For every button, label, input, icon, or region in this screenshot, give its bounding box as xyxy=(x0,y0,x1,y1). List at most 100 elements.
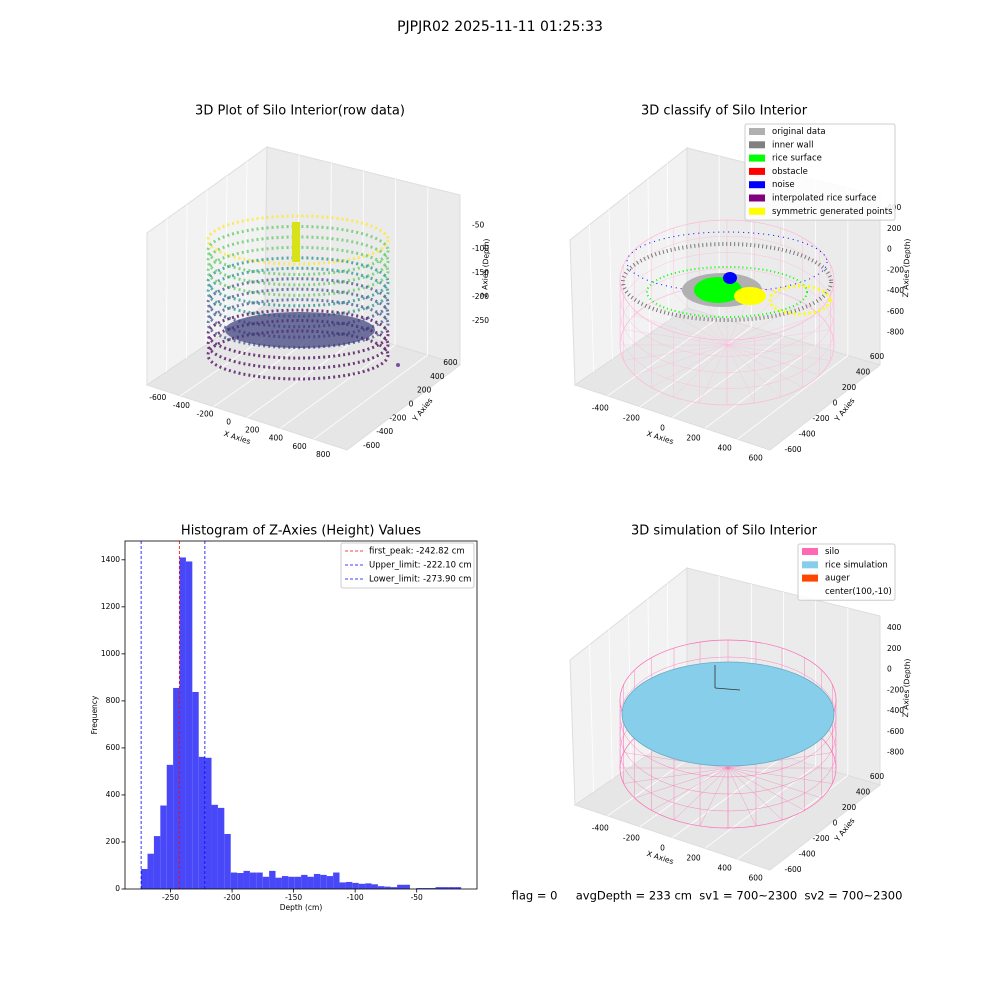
pane-grid xyxy=(639,326,752,407)
y-tick-label: 400 xyxy=(430,372,445,381)
point xyxy=(396,363,400,367)
axis-label: Z Axies (Depth) xyxy=(901,238,912,297)
y-tick-label: -400 xyxy=(798,850,815,859)
point-column xyxy=(292,222,300,262)
x-tick-label: -150 xyxy=(285,893,302,902)
z-tick-label: 0 xyxy=(887,665,892,674)
silo-wire xyxy=(727,767,833,784)
x-tick-label: -600 xyxy=(149,393,166,402)
y-tick-label: 400 xyxy=(856,787,871,796)
silo-wire xyxy=(726,292,781,346)
z-tick-label: -800 xyxy=(887,328,904,337)
x-tick-label: 400 xyxy=(269,434,284,443)
bar xyxy=(422,888,430,889)
bar xyxy=(211,804,218,889)
silo-wire xyxy=(699,767,729,827)
pane-grid xyxy=(628,193,632,347)
legend-swatch xyxy=(749,141,765,149)
pane-grid xyxy=(313,354,428,440)
legend-label: noise xyxy=(772,180,795,190)
silo-ring xyxy=(619,268,835,389)
bar xyxy=(429,888,436,889)
silo-wire xyxy=(634,344,728,376)
y-tick-label: 0 xyxy=(833,399,838,408)
legend-label: Upper_limit: -222.10 cm xyxy=(369,561,472,571)
y-axis-label: Frequency xyxy=(90,695,99,734)
y-tick-label: -600 xyxy=(784,445,801,454)
bar xyxy=(454,887,462,889)
y-tick-label: 1400 xyxy=(101,555,120,564)
z-tick-label: -200 xyxy=(472,292,489,301)
z-tick-label: -50 xyxy=(472,220,484,229)
legend-label: rice simulation xyxy=(825,560,888,570)
histogram: Histogram of Z-Axies (Height) Values -250… xyxy=(90,524,478,912)
legend-swatch xyxy=(749,154,765,162)
x-tick-label: -200 xyxy=(224,893,241,902)
bar xyxy=(441,887,449,889)
z-tick-label: -400 xyxy=(887,286,904,295)
x-tick-label: -400 xyxy=(592,404,609,413)
axis-label: Z Axies (Depth) xyxy=(901,658,912,717)
bar xyxy=(307,876,314,889)
silo-wire xyxy=(651,344,728,388)
bar xyxy=(281,876,289,889)
legend-label: first_peak: -242.82 cm xyxy=(369,547,465,557)
x-tick-label: -400 xyxy=(592,824,609,833)
x-tick-label: 0 xyxy=(660,844,665,853)
bar xyxy=(256,872,263,889)
legend-label: original data xyxy=(772,127,826,137)
point-ring xyxy=(206,266,390,318)
silo-wire xyxy=(651,302,728,346)
x-tick-label: 200 xyxy=(686,854,701,863)
legend-swatch xyxy=(749,194,765,202)
bar xyxy=(397,884,404,889)
z-tick-label: 200 xyxy=(887,224,902,233)
bar xyxy=(224,833,231,889)
silo-ring xyxy=(619,219,835,341)
silo-wire xyxy=(634,314,728,346)
bar xyxy=(230,872,238,889)
pane-grid xyxy=(394,178,397,346)
y-tick-label: 200 xyxy=(842,383,857,392)
bar xyxy=(262,876,270,889)
point-cloud xyxy=(734,287,766,305)
y-tick-label: -400 xyxy=(376,427,393,436)
x-axis-label: Depth (cm) xyxy=(280,903,323,912)
bar xyxy=(243,870,250,889)
silo-wire xyxy=(699,344,728,404)
bar xyxy=(237,873,244,889)
x-tick-label: -100 xyxy=(347,893,364,902)
bar xyxy=(166,764,174,889)
pane-grid xyxy=(737,775,849,860)
point-ring xyxy=(206,287,390,339)
legend-swatch xyxy=(749,207,765,215)
panel-3d: 3D Plot of Silo Interior(row data) -600 -4… xyxy=(145,104,491,459)
silo-ring xyxy=(619,656,837,778)
bar xyxy=(294,876,302,889)
bar xyxy=(249,872,257,889)
pane-grid xyxy=(589,224,595,373)
footer: flag = 0 avgDepth = 233 cm sv1 = 700~230… xyxy=(512,889,903,903)
silo-wire xyxy=(726,302,803,346)
silo-wire xyxy=(727,767,757,827)
bar xyxy=(333,872,340,889)
z-tick-label: 200 xyxy=(887,644,902,653)
legend-label: rice surface xyxy=(772,154,822,164)
bar xyxy=(320,874,327,889)
y-tick-label: -200 xyxy=(389,413,406,422)
x-tick-label: -200 xyxy=(623,414,640,423)
pane-grid xyxy=(628,613,632,767)
legend-label: obstacle xyxy=(772,167,808,177)
silo-wire xyxy=(634,767,729,799)
bar xyxy=(153,836,161,889)
x-tick-label: 800 xyxy=(316,450,331,459)
y-tick-label: 0 xyxy=(115,884,120,893)
silo-wire xyxy=(726,344,831,361)
bar xyxy=(345,881,353,889)
pane-grid xyxy=(246,334,363,418)
y-tick-label: 600 xyxy=(106,743,121,752)
y-tick-label: 0 xyxy=(833,819,838,828)
point-ring xyxy=(626,231,828,293)
legend-swatch xyxy=(749,181,765,189)
